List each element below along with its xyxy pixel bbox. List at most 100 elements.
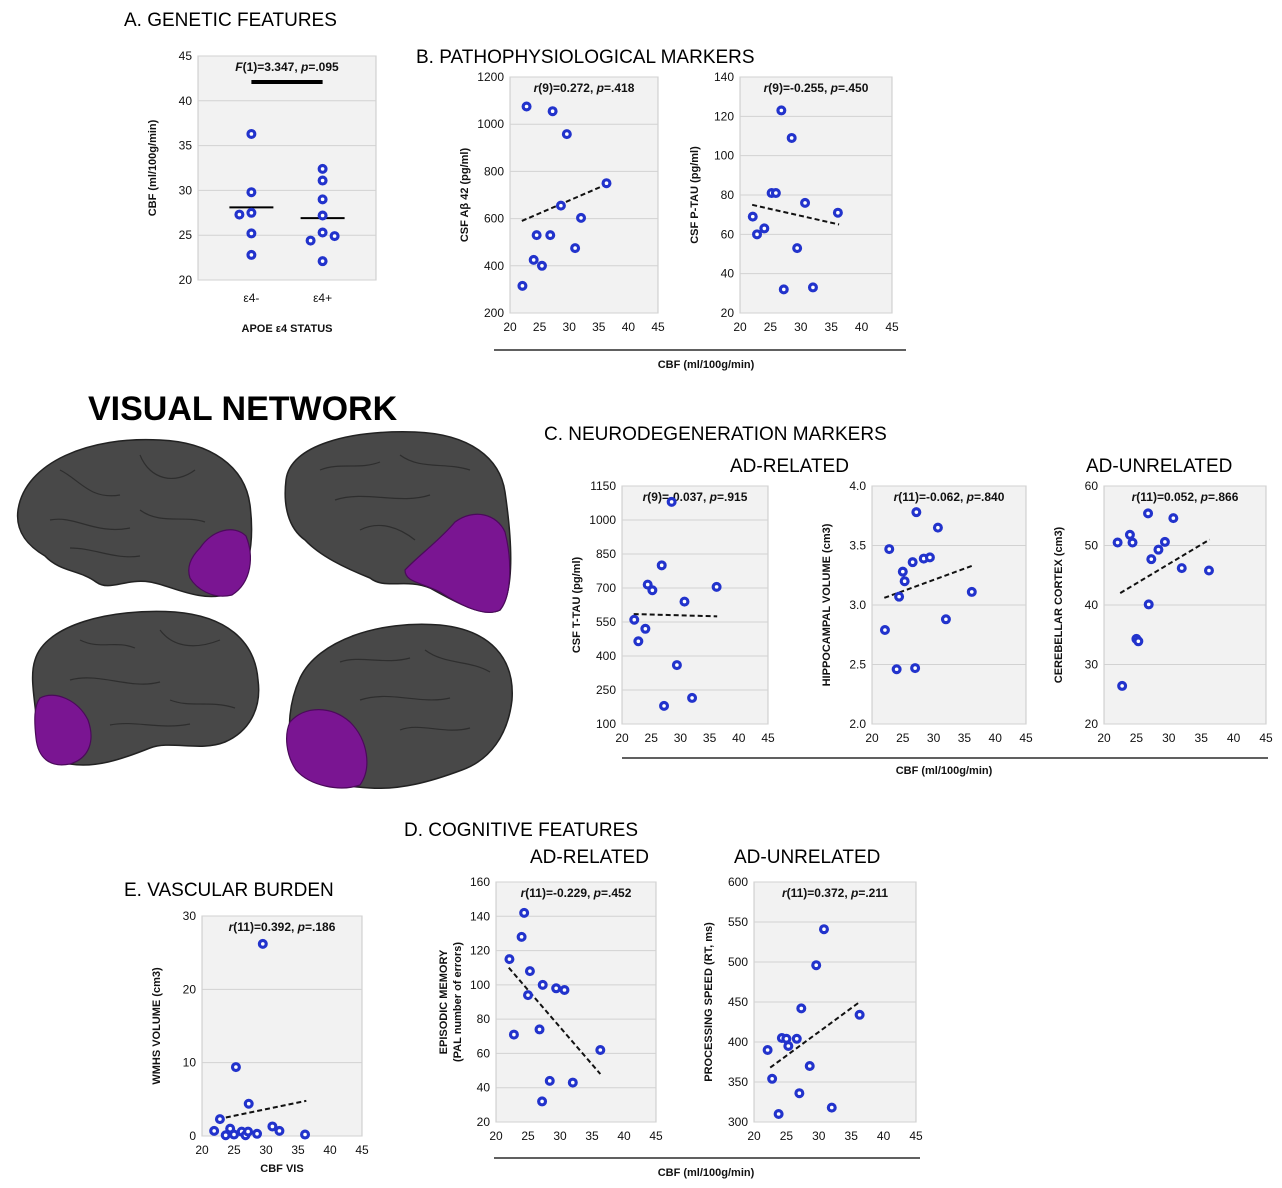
x-tick-label: 20: [747, 1129, 761, 1143]
trend-line: [751, 203, 840, 226]
x-tick-label: 25: [645, 731, 659, 745]
x-tick-label: 30: [553, 1129, 567, 1143]
data-point: [759, 223, 770, 234]
x-tick-label: 25: [521, 1129, 535, 1143]
y-tick-label: 40: [721, 267, 735, 281]
stat-annotation: r(9)=-0.255, p=.450: [764, 81, 869, 95]
x-tick-label: 25: [1130, 731, 1144, 745]
y-tick-label: 40: [179, 94, 193, 108]
data-point: [522, 990, 533, 1001]
data-point: [317, 175, 328, 186]
y-tick-label: 0: [189, 1129, 196, 1143]
trend-line: [217, 1099, 307, 1121]
chart-c2: 2.0 2.5 3.0 3.5 4.0 20 25 30 35 40 45 HIPPOCAMPAL V…: [821, 479, 1033, 745]
y-axis-label: CSF T-TAU (pg/ml): [571, 556, 583, 653]
x-tick-label: 45: [909, 1129, 923, 1143]
data-point: [551, 983, 562, 994]
x-tick-label: 45: [885, 320, 899, 334]
stat-annotation: r(11)=0.392, p=.186: [229, 920, 336, 934]
x-tick-label: 20: [1097, 731, 1111, 745]
chart-b1: 200 400 600 800 1000 1200 20 25 30 35 40 45 CSF Aβ 4…: [459, 70, 665, 334]
x-tick-label: 35: [825, 320, 839, 334]
x-tick-label: 35: [585, 1129, 599, 1143]
data-point: [747, 211, 758, 222]
x-tick-label: 40: [323, 1143, 337, 1157]
x-tick-label: 35: [592, 320, 606, 334]
data-point: [317, 194, 328, 205]
y-tick-label: 20: [183, 982, 197, 996]
x-axis-label: APOE ε4 STATUS: [242, 323, 333, 335]
data-point: [317, 256, 328, 267]
section-a-title: A. GENETIC FEATURES: [124, 10, 337, 31]
data-point: [1153, 544, 1164, 555]
data-point: [246, 249, 257, 260]
data-point: [762, 1044, 773, 1055]
y-tick-label: 550: [728, 915, 748, 929]
y-tick-label: 400: [484, 259, 504, 273]
data-point: [243, 1098, 254, 1109]
x-tick-label: 35: [958, 731, 972, 745]
data-point: [230, 1062, 241, 1073]
section-d-title: D. COGNITIVE FEATURES: [404, 820, 638, 841]
trend-line: [633, 613, 718, 618]
data-point: [832, 207, 843, 218]
data-point: [811, 960, 822, 971]
x-tick-label: 30: [927, 731, 941, 745]
y-tick-label: 160: [470, 875, 490, 889]
data-point: [1124, 529, 1135, 540]
y-axis-label: WMHS VOLUME (cm3): [151, 967, 163, 1085]
x-tick-label: 45: [651, 320, 665, 334]
data-point: [209, 1125, 220, 1136]
data-point: [243, 1126, 254, 1137]
x-tick-label: 45: [1259, 731, 1273, 745]
data-point: [528, 254, 539, 265]
data-point: [229, 1129, 240, 1140]
y-axis-label: EPISODIC MEMORY (PAL number of errors): [438, 942, 464, 1062]
data-point: [544, 1075, 555, 1086]
y-tick-label: 600: [728, 875, 748, 889]
data-point: [246, 128, 257, 139]
chart-c3: 20 30 40 50 60 20 25 30 35 40 45 CEREBELLAR CORTEX …: [1053, 479, 1273, 745]
section-b-title: B. PATHOPHYSIOLOGICAL MARKERS: [416, 47, 755, 68]
data-point: [234, 209, 245, 220]
stat-annotation: F(1)=3.347, p=.095: [235, 60, 339, 74]
x-tick-label: 40: [732, 731, 746, 745]
y-tick-label: 100: [596, 717, 616, 731]
y-tick-label: 200: [484, 306, 504, 320]
y-tick-label: 20: [179, 273, 193, 287]
y-tick-label: 20: [1085, 717, 1099, 731]
y-tick-label: 800: [484, 164, 504, 178]
y-tick-label: 35: [179, 139, 193, 153]
x-tick-label: 20: [195, 1143, 209, 1157]
x-tick-label: 20: [503, 320, 517, 334]
y-tick-label: 550: [596, 615, 616, 629]
data-point: [910, 663, 921, 674]
data-point: [246, 187, 257, 198]
data-point: [800, 197, 811, 208]
stat-annotation: r(9)=0.272, p=.418: [534, 81, 635, 95]
y-tick-label: 20: [721, 306, 735, 320]
section-c-title: C. NEURODEGENERATION MARKERS: [544, 424, 887, 445]
chart-a: 20 25 30 35 40 45 CBF (ml/100g/min) APOE ε4 STA…: [147, 49, 377, 335]
data-point: [300, 1129, 311, 1140]
x-tick-label: 30: [674, 731, 688, 745]
data-point: [537, 979, 548, 990]
stat-annotation: r(11)=0.052, p=.866: [1132, 490, 1239, 504]
x-tick-label: 25: [227, 1143, 241, 1157]
section-d-unrelated-title: AD-UNRELATED: [734, 847, 880, 868]
section-e-title: E. VASCULAR BURDEN: [124, 880, 334, 901]
data-point: [924, 552, 935, 563]
data-point: [894, 591, 905, 602]
x-tick-label: 45: [1019, 731, 1033, 745]
x-tick-label: 30: [1162, 731, 1176, 745]
x-tick-label: 45: [649, 1129, 663, 1143]
data-point: [1143, 508, 1154, 519]
chart-c1: 100 250 400 550 700 850 1000 1150 20 25 30 35 40 45 CS…: [571, 479, 775, 745]
x-tick-label: 40: [622, 320, 636, 334]
stat-annotation: r(11)=0.372, p=.211: [782, 886, 888, 900]
x-tick-label: 40: [617, 1129, 631, 1143]
data-point: [1133, 636, 1144, 647]
x-tick-label: 35: [703, 731, 717, 745]
data-point: [559, 984, 570, 995]
